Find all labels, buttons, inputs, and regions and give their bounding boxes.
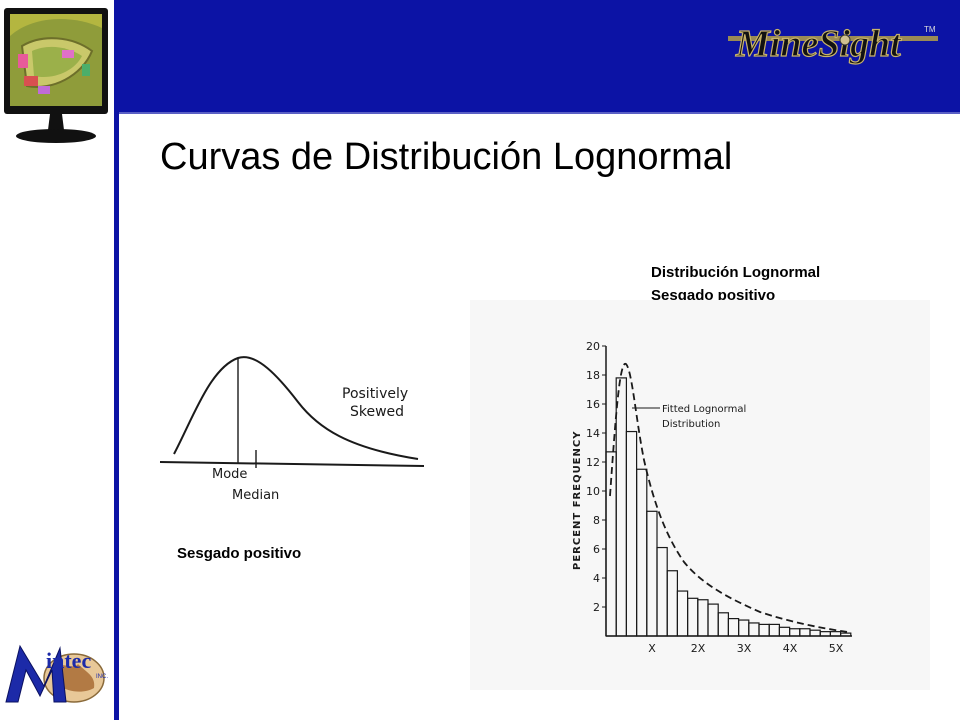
- svg-text:intec: intec: [46, 648, 91, 673]
- minesight-logo: MineSight TM: [728, 22, 938, 66]
- y-tick-label: 12: [586, 456, 600, 469]
- skew-label-line1: Positively: [342, 386, 408, 402]
- page-title: Curvas de Distribución Lognormal: [160, 136, 733, 178]
- skew-caption: Sesgado positivo: [177, 545, 302, 562]
- y-axis-label: PERCENT FREQUENCY: [572, 431, 583, 570]
- histogram-caption-line2: Sesgado positivo: [651, 287, 776, 304]
- x-tick-label: 3X: [737, 642, 752, 655]
- y-tick-label: 6: [593, 543, 600, 556]
- skewed-curve: [173, 356, 419, 460]
- y-tick-label: 16: [586, 398, 600, 411]
- histogram-caption-line1: Distribución Lognormal: [651, 264, 821, 281]
- lognormal-histogram: PERCENT FREQUENCY 20 18 16 14 12 10 8 6 4 2 Fitte…: [470, 300, 930, 690]
- median-label: Median: [232, 488, 279, 503]
- skewed-curve-figure: Positively Skewed Mode Median: [159, 356, 425, 503]
- x-tick-label: 2X: [691, 642, 706, 655]
- y-tick-label: 4: [593, 572, 600, 585]
- skew-label-line2: Skewed: [350, 404, 404, 420]
- x-tick-label: 5X: [829, 642, 844, 655]
- y-tick-label: 2: [593, 601, 600, 614]
- svg-text:MineSight: MineSight: [735, 23, 902, 65]
- annotation-line2: Distribution: [662, 419, 720, 430]
- left-vertical-rule: [114, 0, 119, 720]
- y-tick-label: 10: [586, 485, 600, 498]
- svg-text:TM: TM: [924, 25, 936, 34]
- fitted-lognormal-curve: [609, 363, 849, 633]
- mode-label: Mode: [212, 467, 247, 482]
- x-tick-label: X: [648, 642, 656, 655]
- x-tick-label: 4X: [783, 642, 798, 655]
- monitor-illustration: [4, 8, 108, 143]
- header-bar: [118, 0, 960, 112]
- y-tick-label: 20: [586, 340, 600, 353]
- header-divider: [118, 112, 960, 114]
- annotation-line1: Fitted Lognormal: [662, 404, 746, 415]
- svg-text:INC.: INC.: [96, 674, 108, 680]
- y-tick-label: 8: [593, 514, 600, 527]
- y-tick-label: 18: [586, 369, 600, 382]
- mintec-logo: intec INC.: [5, 644, 108, 703]
- y-tick-label: 14: [586, 427, 600, 440]
- baseline: [159, 461, 425, 467]
